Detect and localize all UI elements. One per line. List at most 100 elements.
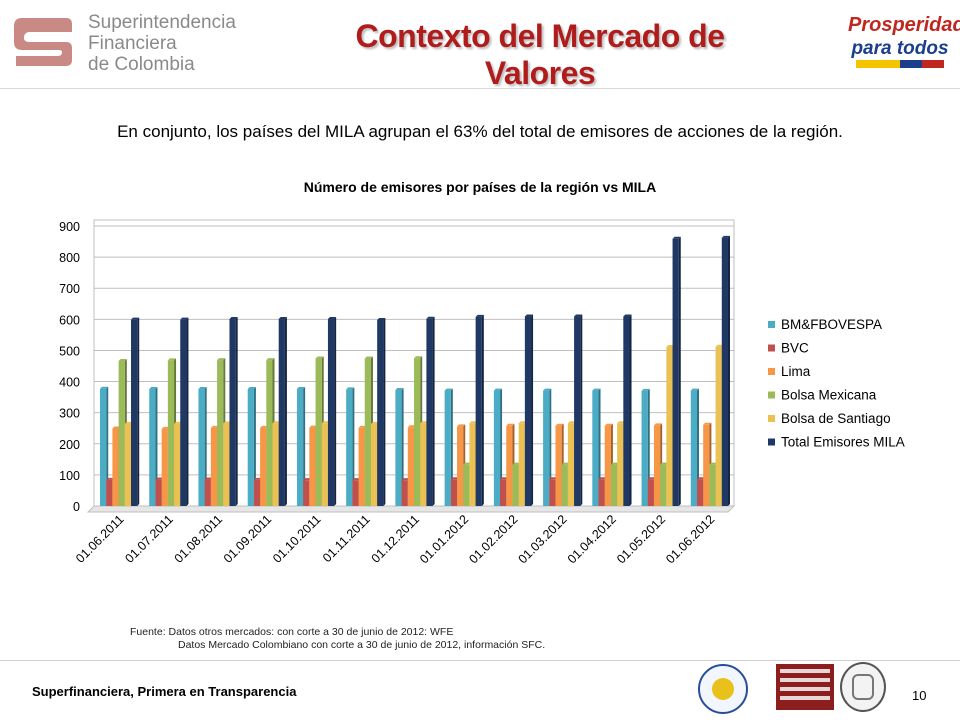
bar	[660, 464, 667, 506]
x-tick-label: 01.05.2012	[614, 512, 668, 566]
bar-side	[647, 388, 650, 506]
org-logo-line-2: Financiera	[88, 33, 177, 54]
bar	[210, 427, 218, 506]
y-tick-label: 700	[59, 282, 80, 296]
bar	[500, 479, 507, 506]
bar	[623, 316, 630, 506]
bar-top	[247, 387, 256, 390]
bar-top	[610, 462, 620, 465]
bar	[610, 464, 618, 506]
bar-top	[253, 477, 263, 480]
legend-swatch	[768, 415, 775, 422]
bar	[506, 425, 513, 506]
bar-top	[604, 423, 613, 426]
flag-stripe	[856, 60, 944, 68]
bar	[149, 389, 156, 506]
bar-top	[709, 462, 718, 465]
bar-top	[180, 317, 189, 320]
bar-top	[450, 477, 460, 480]
bar	[155, 479, 162, 506]
bar-top	[567, 421, 577, 424]
bar-top	[414, 356, 423, 359]
footer-divider	[0, 660, 960, 661]
bar	[715, 346, 722, 506]
bar-top	[623, 314, 632, 317]
bar	[518, 423, 525, 506]
y-tick-label: 600	[59, 313, 80, 327]
quality-seal-logo	[698, 664, 748, 714]
page-number: 10	[912, 688, 927, 703]
bar	[247, 389, 254, 506]
bar	[696, 479, 704, 506]
bar	[469, 423, 476, 506]
bar-top	[118, 359, 127, 362]
y-tick-label: 200	[59, 438, 80, 452]
bar-top	[721, 235, 730, 238]
campaign-logo-line-2: para todos	[851, 38, 949, 59]
bar-side	[284, 317, 287, 506]
bar-top	[518, 421, 527, 424]
x-tick-label: 01.10.2011	[270, 512, 324, 566]
bar	[106, 479, 113, 506]
bar-side	[334, 317, 337, 506]
bar-top	[229, 317, 238, 320]
bar	[709, 464, 716, 506]
bar-top	[715, 344, 724, 347]
bar	[450, 479, 458, 506]
bar-top	[426, 316, 435, 319]
legend-swatch	[768, 321, 775, 328]
y-tick-label: 400	[59, 376, 80, 390]
prosperidad-logo: Prosperidad para todos	[848, 10, 960, 72]
bar-top	[260, 425, 269, 428]
bar-top	[524, 314, 534, 317]
bar	[253, 479, 261, 506]
bar	[327, 319, 335, 506]
source-line-2: Datos Mercado Colombiano con corte a 30 …	[178, 639, 546, 651]
legend-label: Total Emisores MILA	[781, 435, 905, 450]
legend-label: BM&FBOVESPA	[781, 317, 882, 332]
bar	[574, 316, 581, 506]
bar	[592, 390, 599, 506]
bar	[641, 390, 648, 506]
bar	[604, 425, 611, 506]
bar	[598, 479, 605, 506]
bar	[420, 423, 427, 506]
bar-top	[666, 345, 675, 348]
bar-top	[653, 423, 663, 426]
bar	[567, 423, 575, 506]
bar-top	[407, 425, 416, 428]
x-tick-label: 01.08.2011	[172, 512, 226, 566]
bar-side	[678, 236, 681, 506]
legend-swatch	[768, 368, 775, 375]
bar-side	[253, 387, 256, 506]
bar	[561, 464, 568, 506]
bar-side	[352, 387, 355, 506]
bar	[167, 360, 175, 506]
superfinanciera-logo: Superintendencia Financiera de Colombia	[8, 10, 236, 75]
bar-side	[106, 386, 109, 506]
bar	[463, 464, 470, 506]
bar-top	[167, 358, 177, 361]
bar-side	[696, 388, 699, 506]
bar-top	[210, 425, 220, 428]
bar-top	[266, 358, 275, 361]
x-tick-label: 01.12.2011	[369, 512, 423, 566]
bar-top	[401, 478, 410, 481]
bar	[204, 479, 211, 506]
x-tick-label: 01.09.2011	[221, 512, 275, 566]
bar	[198, 389, 205, 506]
bar-top	[321, 421, 330, 424]
bar-top	[512, 462, 521, 465]
x-tick-label: 01.01.2012	[417, 512, 471, 566]
org-logo-line-3: de Colombia	[88, 54, 195, 75]
bar	[524, 316, 532, 506]
bar	[721, 237, 728, 507]
bar-top	[457, 424, 466, 427]
bar-side	[450, 388, 453, 506]
bureau-veritas-icon	[852, 674, 874, 700]
x-tick-label: 01.04.2012	[565, 512, 619, 566]
bar-top	[420, 421, 429, 424]
bar-top	[561, 462, 570, 465]
legend-label: Bolsa Mexicana	[781, 388, 877, 403]
bar	[401, 480, 408, 506]
